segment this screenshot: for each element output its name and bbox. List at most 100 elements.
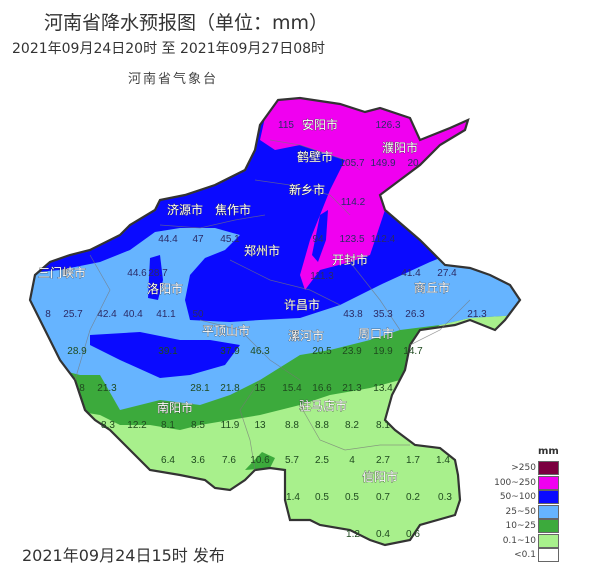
legend-item: 0.1~10 — [500, 533, 600, 549]
city-label: 新乡市 — [289, 182, 325, 197]
rainfall-value: 25.7 — [63, 309, 83, 320]
legend-swatch — [538, 490, 559, 504]
rainfall-value: 41.4 — [401, 268, 421, 279]
rainfall-value: 43.8 — [343, 309, 363, 320]
rainfall-value: 0.3 — [438, 492, 452, 503]
city-label: 平顶山市 — [202, 323, 250, 338]
city-label: 信阳市 — [362, 469, 398, 484]
zone-50-100-luoyang — [148, 255, 163, 300]
rainfall-value: 115 — [278, 120, 294, 131]
rainfall-value: 40.4 — [123, 309, 143, 320]
city-label: 郑州市 — [244, 243, 280, 258]
rainfall-value: 16.6 — [312, 383, 332, 394]
rainfall-value: 114.2 — [341, 197, 366, 208]
rainfall-value: 15 — [254, 383, 266, 394]
rainfall-value: 21.3 — [97, 383, 117, 394]
rainfall-value: 1.4 — [286, 492, 300, 503]
city-label: 三门峡市 — [38, 265, 86, 280]
rainfall-value: 44.6 — [127, 268, 147, 279]
rainfall-value: 94 — [312, 234, 324, 245]
rainfall-value: 123.5 — [339, 234, 364, 245]
rainfall-value: 1.4 — [436, 455, 450, 466]
city-label: 济源市 — [167, 202, 203, 217]
city-label: 安阳市 — [302, 117, 338, 132]
rainfall-value: 8.2 — [345, 420, 359, 431]
rainfall-value: 0.2 — [406, 492, 420, 503]
rainfall-value: 0.6 — [406, 529, 420, 540]
city-label: 漯河市 — [288, 328, 324, 343]
rainfall-value: 0.4 — [376, 529, 390, 540]
city-label: 开封市 — [332, 252, 368, 267]
rainfall-value: 10.6 — [250, 455, 270, 466]
rainfall-value: 20 — [407, 158, 419, 169]
city-label: 周口市 — [358, 326, 394, 341]
rainfall-value: 46.3 — [250, 346, 270, 357]
rainfall-value: 0.5 — [345, 492, 359, 503]
legend-item: >250 — [500, 461, 600, 476]
rainfall-value: 45.1 — [220, 234, 240, 245]
issuing-agency: 河南省气象台 — [128, 72, 219, 87]
rainfall-value: 41.1 — [156, 309, 176, 320]
rainfall-value: 23.9 — [342, 346, 362, 357]
legend-swatch — [538, 475, 559, 490]
city-label: 驻马店市 — [299, 398, 347, 413]
rainfall-value: 37.9 — [220, 346, 240, 357]
rainfall-value: 1.7 — [406, 455, 420, 466]
legend-label: >250 — [511, 463, 536, 473]
legend-swatch — [538, 533, 559, 548]
rainfall-value: 6.4 — [161, 455, 175, 466]
rainfall-value: 39.1 — [158, 346, 178, 357]
legend-swatch — [538, 504, 559, 519]
rainfall-value: 126.3 — [375, 120, 400, 131]
map-title: 河南省降水预报图（单位：mm） — [44, 12, 329, 34]
rainfall-value: 8.3 — [101, 420, 115, 431]
zone-50-100-nanyang — [90, 332, 240, 378]
legend-label: 0.1~10 — [502, 535, 536, 546]
city-label: 许昌市 — [284, 297, 320, 312]
rainfall-value: 28.9 — [67, 346, 87, 357]
rainfall-value: 8.5 — [191, 420, 205, 431]
rainfall-value: 1.2 — [346, 529, 360, 540]
zone-10-25-south — [245, 452, 275, 470]
issue-time: 2021年09月24日15时 发布 — [22, 546, 225, 565]
rainfall-value: 27.4 — [437, 268, 457, 279]
rainfall-value: 7.6 — [222, 455, 236, 466]
legend-label: 10~25 — [505, 521, 536, 531]
legend-label: 100~250 — [494, 477, 536, 488]
forecast-period: 2021年09月24日20时 至 2021年09月27日08时 — [12, 41, 326, 57]
rainfall-value: 19.9 — [373, 346, 393, 357]
legend-swatch — [538, 548, 559, 562]
legend-item: 100~250 — [494, 475, 600, 491]
rainfall-value: 13 — [254, 420, 266, 431]
legend-item: 25~50 — [500, 504, 600, 520]
rainfall-value: 105.7 — [339, 158, 364, 169]
city-label: 洛阳市 — [147, 281, 183, 296]
legend-label: 25~50 — [505, 506, 536, 517]
city-label: 濮阳市 — [382, 140, 418, 155]
legend-item: 50~100 — [500, 490, 600, 505]
rainfall-value: 11.9 — [221, 420, 240, 431]
rainfall-value: 21.3 — [467, 309, 487, 320]
rainfall-value: 21.8 — [220, 383, 240, 394]
rainfall-value: 111.3 — [310, 271, 334, 282]
rainfall-value: 4 — [349, 455, 355, 466]
rainfall-value: 50 — [192, 309, 204, 320]
rainfall-value: 2.5 — [315, 455, 329, 466]
rainfall-value: 8.1 — [376, 420, 390, 431]
rainfall-value: 8.1 — [161, 420, 175, 431]
rainfall-value: 8 — [45, 309, 51, 320]
rainfall-value: 8.8 — [285, 420, 299, 431]
rainfall-value: 26.3 — [405, 309, 425, 320]
legend-label: 50~100 — [499, 492, 536, 502]
rainfall-value: 15.4 — [282, 383, 302, 394]
rainfall-value: 3.6 — [191, 455, 205, 466]
city-label: 焦作市 — [215, 202, 251, 217]
legend-item: 10~25 — [500, 519, 600, 534]
city-label: 商丘市 — [414, 280, 450, 295]
city-label: 鹤壁市 — [297, 149, 333, 164]
legend-item: <0.1 — [500, 548, 600, 563]
rainfall-value: 0.5 — [315, 492, 329, 503]
